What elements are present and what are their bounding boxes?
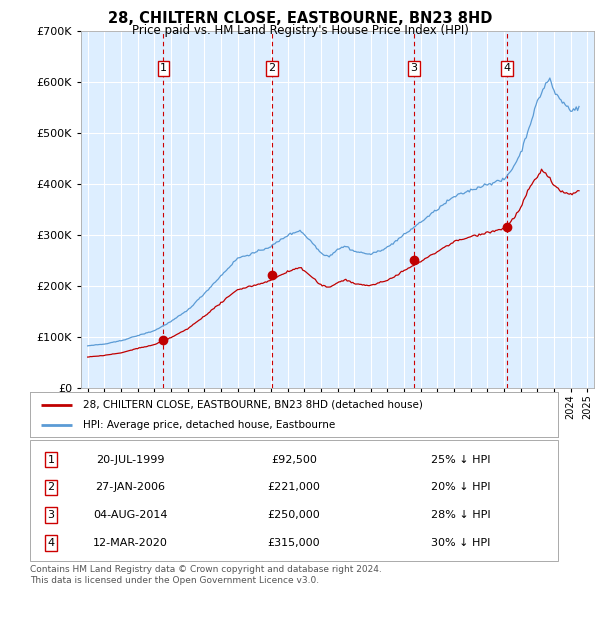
Text: £92,500: £92,500 — [271, 454, 317, 464]
Text: 1: 1 — [47, 454, 55, 464]
Text: £221,000: £221,000 — [268, 482, 320, 492]
Text: 20-JUL-1999: 20-JUL-1999 — [96, 454, 164, 464]
Text: 28, CHILTERN CLOSE, EASTBOURNE, BN23 8HD (detached house): 28, CHILTERN CLOSE, EASTBOURNE, BN23 8HD… — [83, 399, 422, 410]
Text: HPI: Average price, detached house, Eastbourne: HPI: Average price, detached house, East… — [83, 420, 335, 430]
Text: 4: 4 — [47, 538, 55, 548]
Text: 2: 2 — [47, 482, 55, 492]
Text: 3: 3 — [410, 63, 418, 73]
Text: Price paid vs. HM Land Registry's House Price Index (HPI): Price paid vs. HM Land Registry's House … — [131, 24, 469, 37]
Text: 2: 2 — [268, 63, 275, 73]
Text: 27-JAN-2006: 27-JAN-2006 — [95, 482, 166, 492]
Text: £315,000: £315,000 — [268, 538, 320, 548]
Text: Contains HM Land Registry data © Crown copyright and database right 2024.
This d: Contains HM Land Registry data © Crown c… — [30, 565, 382, 585]
Text: 04-AUG-2014: 04-AUG-2014 — [93, 510, 167, 520]
Text: 20% ↓ HPI: 20% ↓ HPI — [431, 482, 491, 492]
Text: 25% ↓ HPI: 25% ↓ HPI — [431, 454, 491, 464]
Text: 3: 3 — [47, 510, 55, 520]
Text: 28, CHILTERN CLOSE, EASTBOURNE, BN23 8HD: 28, CHILTERN CLOSE, EASTBOURNE, BN23 8HD — [108, 11, 492, 26]
Text: 1: 1 — [160, 63, 167, 73]
Text: 28% ↓ HPI: 28% ↓ HPI — [431, 510, 491, 520]
Text: 30% ↓ HPI: 30% ↓ HPI — [431, 538, 491, 548]
Text: 4: 4 — [503, 63, 511, 73]
Text: 12-MAR-2020: 12-MAR-2020 — [93, 538, 168, 548]
Text: £250,000: £250,000 — [268, 510, 320, 520]
